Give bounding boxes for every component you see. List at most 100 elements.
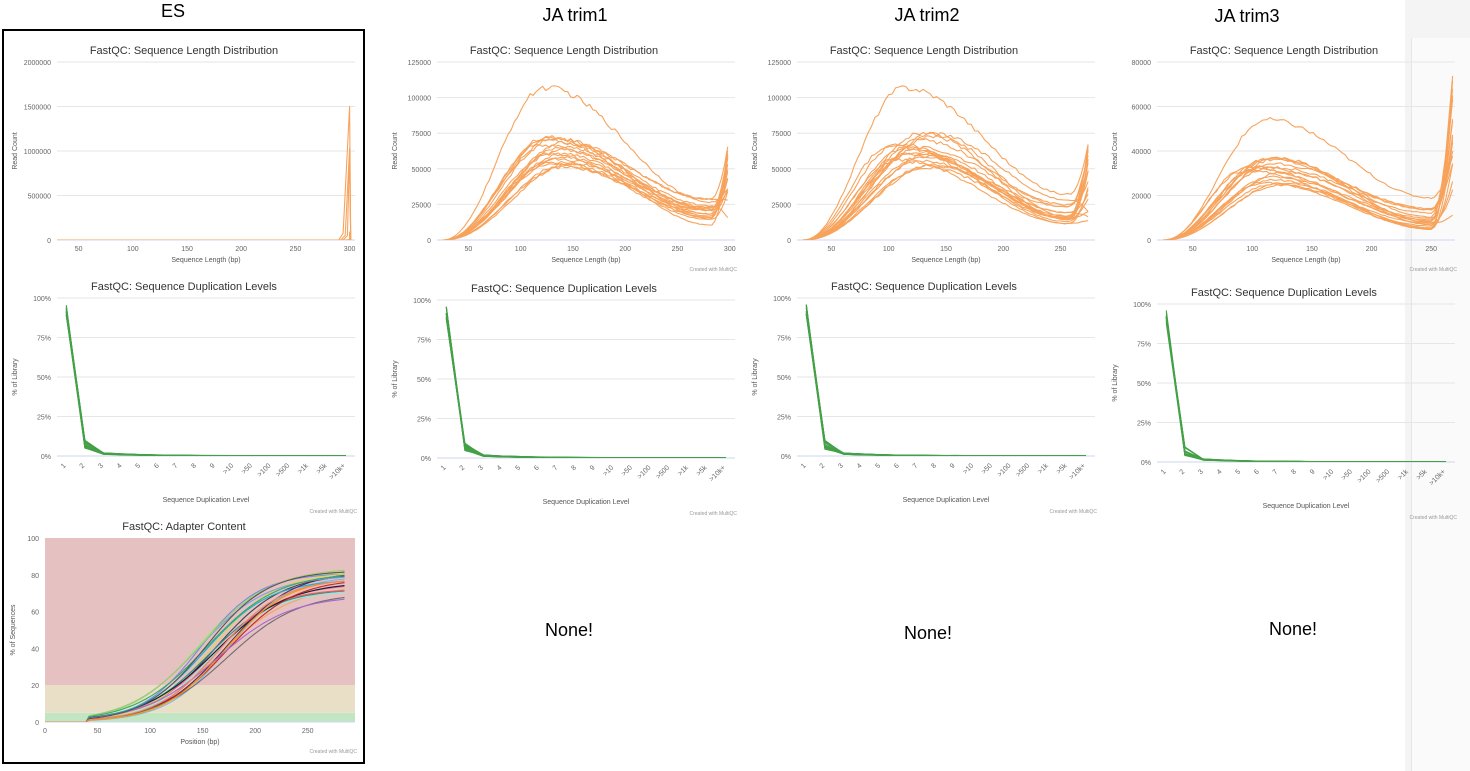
adapter-band-green [45, 712, 355, 722]
x-tick-label: 50 [94, 728, 102, 735]
length-series-line [442, 144, 729, 240]
x-tick-label: >10 [962, 462, 975, 475]
chart-title: FastQC: Sequence Duplication Levels [471, 283, 657, 295]
x-tick-label: >500 [1015, 462, 1031, 478]
x-axis-label: Sequence Length (bp) [911, 257, 980, 264]
chart-es-adapter-content: FastQC: Adapter Content 0 20 40 60 80 100 % of … [5, 516, 363, 756]
series-group [65, 305, 346, 456]
length-series-line [442, 165, 729, 240]
y-axis-label: % of Library [1112, 364, 1119, 402]
dup-series-line [805, 306, 1086, 456]
y-axis-label: Read Count [1112, 132, 1119, 169]
y-tick-label: 100% [33, 296, 51, 303]
none-label-ja-trim1: None! [544, 620, 594, 640]
column-title-ja-trim2: JA trim2 [894, 5, 960, 25]
dup-series-line [65, 311, 346, 456]
x-tick-label: 50 [827, 246, 835, 253]
x-tick-label: 100 [515, 246, 527, 253]
y-tick-label: 125000 [768, 60, 791, 67]
length-series-line [57, 231, 352, 240]
x-tick-label: >5k [315, 462, 328, 475]
chart-title: FastQC: Sequence Duplication Levels [91, 281, 277, 293]
series-group [1162, 75, 1454, 240]
y-axis-label: % of Library [12, 358, 19, 396]
x-tick-label: 1 [800, 462, 808, 470]
y-tick-label: 80 [31, 573, 39, 580]
x-tick-label: 150 [567, 246, 579, 253]
dup-series-line [805, 311, 1086, 456]
y-tick-label: 50% [417, 377, 431, 384]
y-tick-label: 100000 [408, 96, 431, 103]
y-tick-label: 80000 [1132, 60, 1152, 67]
y-tick-label: 25000 [772, 202, 792, 209]
dup-series-line [805, 308, 1086, 456]
x-tick-label: 50 [75, 246, 83, 253]
x-tick-label: 200 [997, 246, 1009, 253]
dup-series-line [65, 315, 346, 456]
y-tick-label: 25% [1137, 421, 1151, 428]
x-tick-label: 5 [135, 462, 143, 470]
y-tick-label: 100% [773, 296, 791, 303]
dup-series-line [65, 308, 346, 456]
dup-series-line [1165, 312, 1446, 462]
chart-ja1-length: FastQC: Sequence Length Distribution 0 250… [385, 40, 743, 274]
adapter-band-yellow [45, 685, 355, 713]
y-tick-label: 0 [427, 238, 431, 245]
chart-credit: Created with MultiQC [689, 267, 737, 273]
y-tick-label: 500000 [28, 194, 51, 201]
y-tick-label: 25% [777, 415, 791, 422]
x-axis-label: Sequence Duplication Level [903, 497, 990, 504]
dup-series-line [445, 306, 726, 458]
dup-series-line [1165, 317, 1446, 462]
x-tick-label: 1 [440, 464, 448, 472]
y-tick-label: 20000 [1132, 194, 1152, 201]
dup-series-line [805, 304, 1086, 456]
x-tick-label: 300 [344, 246, 356, 253]
adapter-series-line [45, 571, 345, 722]
y-tick-label: 75000 [412, 131, 432, 138]
y-tick-label: 100000 [768, 96, 791, 103]
dup-series-line [65, 311, 346, 456]
x-tick-label: 5 [515, 464, 523, 472]
dup-series-line [445, 314, 726, 458]
y-tick-label: 100 [27, 536, 39, 543]
column-title-es: ES [160, 1, 185, 21]
series-group [802, 85, 1089, 240]
dup-series-line [805, 313, 1086, 456]
x-tick-label: 100 [883, 246, 895, 253]
x-tick-label: >10k+ [1068, 462, 1087, 481]
adapter-series-line [45, 569, 345, 722]
length-series-line [442, 153, 729, 240]
es-adapter-svg: FastQC: Adapter Content 0 20 40 60 80 100 % of … [10, 521, 357, 755]
y-tick-label: 0 [35, 720, 39, 727]
x-tick-label: 1 [1160, 468, 1168, 476]
dup-series-line [805, 311, 1086, 456]
dup-series-line [65, 313, 346, 456]
x-tick-label: 3 [837, 462, 845, 470]
x-tick-label: >50 [981, 462, 994, 475]
series-group [1165, 310, 1446, 462]
length-series-line [57, 105, 352, 240]
x-tick-label: 200 [249, 728, 261, 735]
x-axis-label: Position (bp) [180, 739, 219, 746]
dup-series-line [65, 314, 346, 456]
y-tick-label: 60 [31, 610, 39, 617]
x-tick-label: 4 [1216, 468, 1224, 476]
y-tick-label: 1500000 [24, 105, 51, 112]
y-axis-label: Read Count [752, 132, 759, 169]
chart-title: FastQC: Sequence Length Distribution [470, 45, 658, 57]
length-series-line [1162, 88, 1454, 240]
dup-series-line [445, 316, 726, 458]
length-series-line [57, 152, 352, 240]
x-tick-label: 5 [1235, 468, 1243, 476]
x-tick-label: 8 [1290, 468, 1298, 476]
x-tick-label: 2 [1179, 468, 1187, 476]
x-tick-label: >10k+ [328, 462, 347, 481]
ja2-dup-svg: FastQC: Sequence Duplication Levels0%25%… [752, 281, 1097, 515]
dup-series-line [445, 313, 726, 458]
none-label-ja-trim3: None! [1268, 619, 1318, 639]
x-tick-label: >500 [1375, 468, 1391, 484]
dup-series-line [65, 312, 346, 456]
chart-title: FastQC: Sequence Length Distribution [830, 45, 1018, 57]
es-len-svg: FastQC: Sequence Length Distribution 0 500… [12, 45, 356, 264]
